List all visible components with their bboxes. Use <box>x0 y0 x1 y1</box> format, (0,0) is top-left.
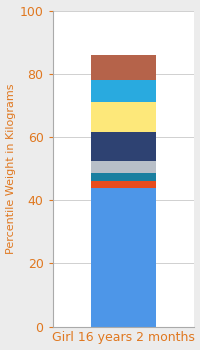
Bar <box>91 181 156 188</box>
Bar <box>91 55 156 80</box>
Y-axis label: Percentile Weight in Kilograms: Percentile Weight in Kilograms <box>6 83 16 254</box>
Bar <box>91 132 156 161</box>
Bar <box>91 80 156 102</box>
Bar <box>91 161 156 173</box>
Bar <box>91 102 156 132</box>
Bar <box>91 188 156 327</box>
Bar <box>91 173 156 181</box>
